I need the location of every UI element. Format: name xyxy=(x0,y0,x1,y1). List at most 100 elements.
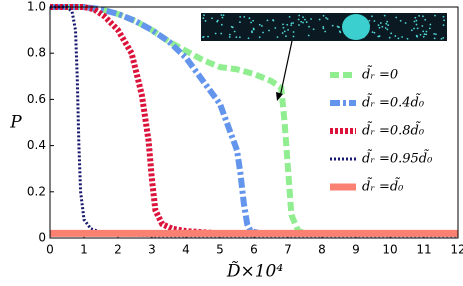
particle xyxy=(202,36,205,38)
particle xyxy=(258,23,261,26)
arrow-head xyxy=(276,92,283,101)
particle xyxy=(238,36,241,39)
particle xyxy=(368,19,371,22)
particle xyxy=(373,31,376,34)
particle xyxy=(262,31,264,34)
particle xyxy=(203,14,205,17)
particle xyxy=(228,36,231,38)
particle xyxy=(220,14,223,16)
particle xyxy=(266,19,269,22)
x-axis-label: D̃×10⁴ xyxy=(226,261,284,281)
x-tick-label: 3 xyxy=(148,243,156,257)
particle xyxy=(429,23,432,26)
legend-label: d̃ᵣ =0.95d̃₀ xyxy=(362,150,433,167)
particle xyxy=(287,29,289,31)
particle xyxy=(318,18,321,21)
particle xyxy=(274,27,277,29)
particle xyxy=(433,32,436,35)
particle xyxy=(371,15,373,18)
particle xyxy=(384,27,387,29)
particle xyxy=(336,25,339,28)
particle xyxy=(214,32,217,35)
particle xyxy=(373,20,376,22)
x-tick-label: 10 xyxy=(382,243,397,257)
x-tick-label: 12 xyxy=(450,243,463,257)
particle xyxy=(258,36,261,39)
y-axis-label: P xyxy=(9,113,22,133)
particle xyxy=(443,19,445,22)
particle xyxy=(220,23,223,26)
particle xyxy=(297,18,300,21)
particle xyxy=(442,37,445,39)
particle xyxy=(292,22,294,24)
particle xyxy=(394,35,397,37)
particle xyxy=(325,17,328,19)
particle xyxy=(286,23,289,26)
x-tick-label: 7 xyxy=(284,243,292,257)
x-tick-label: 1 xyxy=(80,243,88,257)
particle xyxy=(276,36,279,39)
legend-label: d̃ᵣ =d̃₀ xyxy=(362,178,404,195)
particle xyxy=(211,17,213,20)
particle xyxy=(272,19,275,22)
particle xyxy=(377,24,380,27)
x-tick-label: 8 xyxy=(318,243,326,257)
particle xyxy=(207,35,209,38)
particle xyxy=(228,33,231,36)
particle xyxy=(305,21,308,23)
particle xyxy=(292,31,295,33)
particle xyxy=(268,29,270,32)
particle xyxy=(424,18,427,21)
series-line xyxy=(50,4,458,237)
particle xyxy=(300,20,303,23)
particle xyxy=(220,32,223,35)
particle xyxy=(434,14,436,17)
particle xyxy=(298,14,301,17)
particle xyxy=(222,14,225,17)
particle xyxy=(415,23,418,26)
y-tick-label: 1.0 xyxy=(27,0,46,14)
x-tick-label: 5 xyxy=(216,243,224,257)
particle xyxy=(252,19,255,22)
particle xyxy=(414,16,417,19)
particle xyxy=(386,28,389,31)
particle xyxy=(247,37,250,40)
particle xyxy=(401,36,404,38)
particle xyxy=(413,27,415,30)
particle xyxy=(308,25,310,28)
particle xyxy=(260,25,263,27)
y-tick-label: 0.6 xyxy=(27,92,46,106)
particle xyxy=(322,14,325,17)
particle xyxy=(406,37,409,40)
particle xyxy=(282,26,285,29)
particle xyxy=(282,23,284,26)
particle xyxy=(339,31,342,34)
particle xyxy=(310,18,312,20)
particle xyxy=(248,17,251,20)
particle xyxy=(290,24,293,27)
particle xyxy=(418,14,421,17)
particle xyxy=(422,15,424,18)
particle xyxy=(239,21,241,24)
inset-particles xyxy=(202,14,445,40)
particle xyxy=(388,36,391,39)
y-tick-label: 0.8 xyxy=(27,46,46,60)
particle xyxy=(251,30,253,33)
y-tick-label: 0 xyxy=(38,231,46,245)
particle xyxy=(204,20,207,22)
particle xyxy=(425,33,428,36)
y-tick-label: 0.4 xyxy=(27,138,46,152)
particle xyxy=(235,36,238,39)
particle xyxy=(281,32,284,34)
particle xyxy=(312,28,315,31)
x-tick-label: 2 xyxy=(114,243,122,257)
x-tick-label: 6 xyxy=(250,243,258,257)
particle xyxy=(230,25,233,28)
particle xyxy=(425,30,428,33)
particle xyxy=(378,35,381,38)
particle xyxy=(381,25,384,28)
particle-cluster xyxy=(342,14,370,40)
particle xyxy=(390,32,393,35)
particle xyxy=(307,34,310,37)
